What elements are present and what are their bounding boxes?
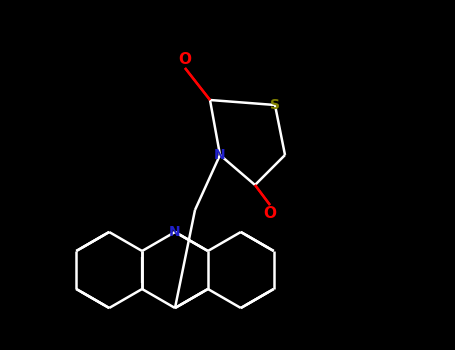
Text: O: O <box>263 205 277 220</box>
Text: N: N <box>214 148 226 162</box>
Text: N: N <box>169 225 181 239</box>
Text: O: O <box>178 52 192 68</box>
Text: S: S <box>270 98 280 112</box>
